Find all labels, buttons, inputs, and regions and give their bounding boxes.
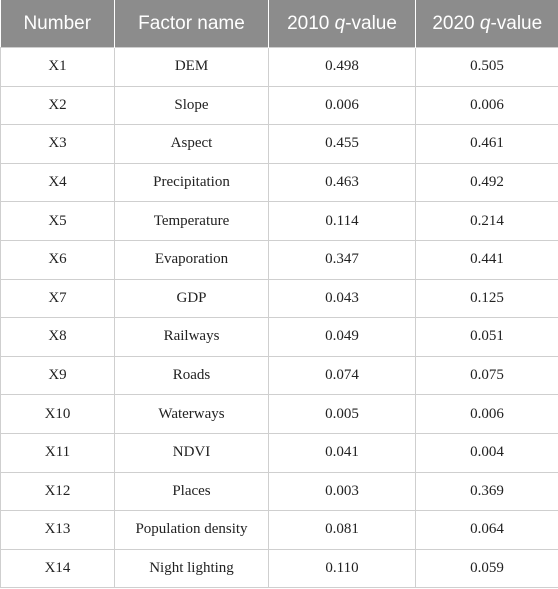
table-row: X6 Evaporation 0.347 0.441 bbox=[0, 239, 558, 280]
table-cell: 0.125 bbox=[415, 278, 558, 319]
table-cell: X9 bbox=[0, 355, 115, 396]
table-cell: X7 bbox=[0, 278, 115, 319]
table-body: X1 DEM 0.498 0.505 X2 Slope 0.006 0.006 X3 Aspect… bbox=[0, 47, 558, 589]
table-cell: Railways bbox=[114, 317, 269, 357]
table-cell: DEM bbox=[114, 47, 269, 87]
table-row: X13 Population density 0.081 0.064 bbox=[0, 510, 558, 550]
table-cell: Aspect bbox=[114, 124, 269, 164]
table-cell: X2 bbox=[0, 85, 115, 126]
table-row: X2 Slope 0.006 0.006 bbox=[0, 85, 558, 126]
table-cell: 0.214 bbox=[415, 201, 558, 241]
table-cell: 0.114 bbox=[268, 201, 416, 241]
table-cell: 0.049 bbox=[268, 317, 416, 357]
table-cell: 0.006 bbox=[415, 394, 558, 434]
table-cell: Population density bbox=[114, 510, 269, 550]
table-cell: Evaporation bbox=[114, 239, 269, 280]
header-text: -value bbox=[345, 12, 397, 34]
table-cell: 0.006 bbox=[415, 85, 558, 126]
table-cell: 0.463 bbox=[268, 162, 416, 203]
table-cell: 0.492 bbox=[415, 162, 558, 203]
table-cell: Precipitation bbox=[114, 162, 269, 203]
table-cell: 0.004 bbox=[415, 432, 558, 473]
table-cell: 0.347 bbox=[268, 239, 416, 280]
header-row: Number Factor name 2010 q-value 2020 q-valu… bbox=[0, 0, 558, 48]
table-cell: NDVI bbox=[114, 432, 269, 473]
table-cell: 0.064 bbox=[415, 510, 558, 550]
table-row: X1 DEM 0.498 0.505 bbox=[0, 47, 558, 87]
table-cell: 0.074 bbox=[268, 355, 416, 396]
table-cell: X3 bbox=[0, 124, 115, 164]
table-cell: Slope bbox=[114, 85, 269, 126]
table-cell: 0.461 bbox=[415, 124, 558, 164]
table-cell: 0.043 bbox=[268, 278, 416, 319]
table-row: X10 Waterways 0.005 0.006 bbox=[0, 394, 558, 434]
table-cell: 0.498 bbox=[268, 47, 416, 87]
table-row: X11 NDVI 0.041 0.004 bbox=[0, 432, 558, 473]
table-cell: X12 bbox=[0, 471, 115, 512]
table-cell: 0.003 bbox=[268, 471, 416, 512]
header-text: q bbox=[479, 12, 491, 34]
table-cell: 0.006 bbox=[268, 85, 416, 126]
table-cell: 0.051 bbox=[415, 317, 558, 357]
table-cell: 0.441 bbox=[415, 239, 558, 280]
table-cell: 0.110 bbox=[268, 548, 416, 589]
header-cell: Number bbox=[0, 0, 115, 48]
table-cell: Waterways bbox=[114, 394, 269, 434]
table-row: X7 GDP 0.043 0.125 bbox=[0, 278, 558, 319]
table-cell: 0.005 bbox=[268, 394, 416, 434]
table-cell: Roads bbox=[114, 355, 269, 396]
table-cell: 0.369 bbox=[415, 471, 558, 512]
table-row: X14 Night lighting 0.110 0.059 bbox=[0, 548, 558, 589]
table-cell: X14 bbox=[0, 548, 115, 589]
table-cell: X10 bbox=[0, 394, 115, 434]
table-cell: 0.075 bbox=[415, 355, 558, 396]
table-cell: X5 bbox=[0, 201, 115, 241]
table-row: X4 Precipitation 0.463 0.492 bbox=[0, 162, 558, 203]
table-row: X5 Temperature 0.114 0.214 bbox=[0, 201, 558, 241]
table-cell: GDP bbox=[114, 278, 269, 319]
table-cell: 0.505 bbox=[415, 47, 558, 87]
table-cell: X4 bbox=[0, 162, 115, 203]
table-row: X8 Railways 0.049 0.051 bbox=[0, 317, 558, 357]
header-cell: Factor name bbox=[114, 0, 269, 48]
table-cell: X6 bbox=[0, 239, 115, 280]
table-cell: 0.081 bbox=[268, 510, 416, 550]
table-cell: X13 bbox=[0, 510, 115, 550]
table-cell: X11 bbox=[0, 432, 115, 473]
table-cell: Places bbox=[114, 471, 269, 512]
table-cell: Night lighting bbox=[114, 548, 269, 589]
header-text: 2010 bbox=[287, 12, 335, 34]
table-cell: X8 bbox=[0, 317, 115, 357]
table-cell: 0.059 bbox=[415, 548, 558, 589]
table-cell: 0.455 bbox=[268, 124, 416, 164]
header-cell: 2020 q-value bbox=[415, 0, 558, 48]
header-text: -value bbox=[490, 12, 543, 34]
header-cell: 2010 q-value bbox=[268, 0, 416, 48]
table-cell: 0.041 bbox=[268, 432, 416, 473]
header-text: q bbox=[334, 12, 346, 34]
header-text: 2020 bbox=[432, 12, 480, 34]
table-cell: X1 bbox=[0, 47, 115, 87]
table-row: X9 Roads 0.074 0.075 bbox=[0, 355, 558, 396]
table-cell: Temperature bbox=[114, 201, 269, 241]
table-row: X12 Places 0.003 0.369 bbox=[0, 471, 558, 512]
table-row: X3 Aspect 0.455 0.461 bbox=[0, 124, 558, 164]
